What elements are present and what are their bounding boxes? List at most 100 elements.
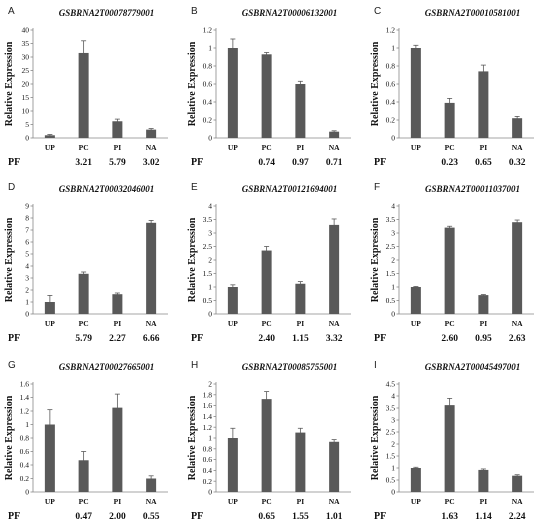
pf-value: 2.24 — [509, 512, 526, 522]
chart-title: GSBRNA2T00032046001 — [59, 184, 155, 194]
pf-value: 0.71 — [326, 158, 343, 168]
bar-pc — [261, 250, 272, 314]
panel-letter-e: E — [191, 182, 198, 193]
bar-up — [227, 48, 238, 138]
bar-pi — [112, 121, 123, 138]
bar-pi — [295, 84, 306, 138]
y-tick-label: 1 — [25, 420, 29, 429]
x-tick-label-up: UP — [45, 497, 55, 506]
y-tick-label: 1.4 — [203, 412, 213, 421]
y-tick-label: 3.5 — [203, 215, 213, 224]
bar-pc — [261, 54, 272, 138]
y-tick-label: 1 — [391, 283, 395, 292]
bar-up — [410, 468, 421, 492]
bar-pc — [78, 460, 89, 492]
y-tick-label: 4 — [208, 202, 212, 211]
x-tick-label-pc: PC — [445, 319, 455, 328]
x-tick-label-pc: PC — [445, 143, 455, 152]
pf-label: PF — [374, 333, 386, 344]
y-tick-label: 5 — [25, 250, 29, 259]
y-tick-label: 0.5 — [203, 296, 213, 305]
y-axis-label: Relative Expression — [4, 217, 15, 302]
y-tick-label: 0.6 — [203, 455, 213, 464]
x-tick-label-na: NA — [512, 497, 523, 506]
y-axis-label: Relative Expression — [187, 395, 198, 480]
y-tick-label: 0.8 — [203, 62, 213, 71]
y-axis-label: Relative Expression — [370, 395, 381, 480]
y-tick-label: 4 — [391, 392, 395, 401]
pf-value: 3.02 — [143, 158, 160, 168]
x-tick-label-na: NA — [512, 143, 523, 152]
bar-up — [227, 287, 238, 314]
bar-pi — [112, 407, 123, 492]
y-tick-label: 2.5 — [203, 242, 213, 251]
bar-up — [44, 135, 55, 138]
y-tick-label: 0.8 — [20, 434, 30, 443]
pf-value: 0.23 — [441, 158, 458, 168]
pf-label: PF — [8, 157, 20, 168]
y-tick-label: 0.4 — [20, 461, 30, 470]
bar-na — [146, 129, 157, 138]
y-axis-label: Relative Expression — [370, 41, 381, 126]
pf-value: 5.79 — [75, 334, 92, 344]
chart-title: GSBRNA2T00121694001 — [242, 184, 338, 194]
x-tick-label-pi: PI — [480, 143, 488, 152]
pf-value: 0.47 — [75, 512, 92, 522]
y-tick-label: 0 — [208, 134, 212, 143]
y-tick-label: 1.6 — [20, 380, 30, 389]
bar-pi — [478, 295, 489, 314]
pf-value: 0.32 — [509, 158, 526, 168]
y-tick-label: 0 — [391, 134, 395, 143]
pf-value: 2.60 — [441, 334, 458, 344]
y-tick-label: 0.2 — [386, 116, 396, 125]
y-tick-label: 10 — [22, 107, 30, 116]
x-tick-label-pi: PI — [297, 319, 305, 328]
x-tick-label-up: UP — [228, 497, 238, 506]
x-tick-label-pi: PI — [480, 319, 488, 328]
y-tick-label: 3 — [391, 416, 395, 425]
pf-label: PF — [374, 511, 386, 522]
x-tick-label-up: UP — [228, 319, 238, 328]
y-tick-label: 0.4 — [386, 98, 396, 107]
bar-pc — [444, 102, 455, 138]
y-tick-label: 2 — [25, 286, 29, 295]
pf-value: 5.79 — [109, 158, 126, 168]
pf-value: 0.97 — [292, 158, 309, 168]
pf-label: PF — [191, 511, 203, 522]
y-tick-label: 1 — [208, 434, 212, 443]
y-axis-label: Relative Expression — [187, 41, 198, 126]
y-tick-label: 2.5 — [386, 242, 396, 251]
bar-na — [329, 131, 340, 138]
pf-value: 1.55 — [292, 512, 309, 522]
pf-label: PF — [191, 157, 203, 168]
pf-label: PF — [8, 333, 20, 344]
y-tick-label: 0 — [25, 310, 29, 319]
bar-up — [410, 48, 421, 138]
y-tick-label: 2.5 — [386, 428, 396, 437]
pf-value: 2.63 — [509, 334, 526, 344]
y-tick-label: 1.4 — [20, 393, 30, 402]
pf-value: 3.21 — [75, 158, 92, 168]
x-tick-label-up: UP — [411, 319, 421, 328]
y-tick-label: 8 — [25, 214, 29, 223]
pf-value: 0.65 — [475, 158, 492, 168]
panel-letter-c: C — [374, 6, 381, 17]
bar-up — [410, 287, 421, 314]
x-tick-label-up: UP — [411, 497, 421, 506]
y-tick-label: 4 — [25, 262, 29, 271]
y-tick-label: 0.5 — [386, 476, 396, 485]
x-tick-label-up: UP — [45, 319, 55, 328]
y-tick-label: 1 — [391, 44, 395, 53]
bar-pc — [444, 227, 455, 314]
y-tick-label: 0.4 — [203, 98, 213, 107]
x-tick-label-na: NA — [329, 143, 340, 152]
y-tick-label: 1 — [391, 464, 395, 473]
y-tick-label: 25 — [22, 66, 30, 75]
bar-na — [146, 478, 157, 492]
y-tick-label: 1 — [208, 283, 212, 292]
y-tick-label: 9 — [25, 202, 29, 211]
y-tick-label: 30 — [22, 53, 30, 62]
panel-letter-i: I — [374, 360, 377, 371]
y-tick-label: 1.2 — [386, 26, 396, 35]
bar-up — [44, 424, 55, 492]
